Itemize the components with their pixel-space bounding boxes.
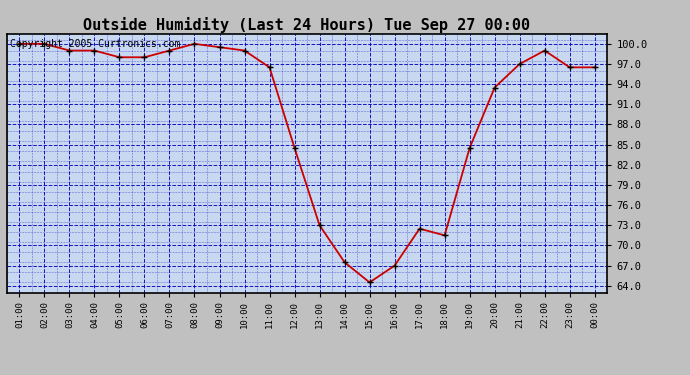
Text: Copyright 2005 Curtronics.com: Copyright 2005 Curtronics.com (10, 39, 180, 49)
Title: Outside Humidity (Last 24 Hours) Tue Sep 27 00:00: Outside Humidity (Last 24 Hours) Tue Sep… (83, 16, 531, 33)
